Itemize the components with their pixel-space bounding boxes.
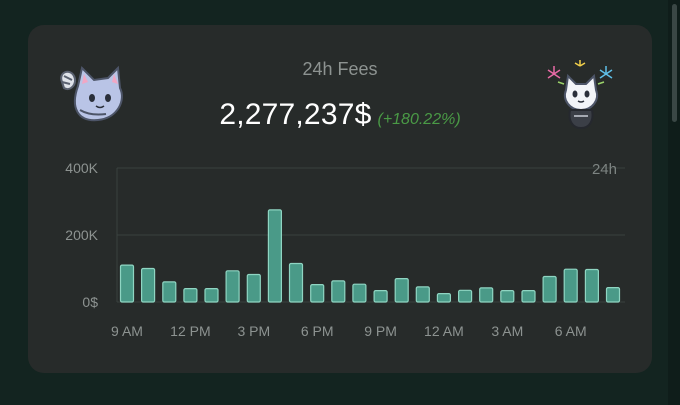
y-tick-labels: 0$ 200K 400K	[65, 160, 98, 310]
bar-mark[interactable]	[373, 290, 388, 303]
bar-mark[interactable]	[584, 268, 600, 303]
x-tick-label: 6 PM	[301, 323, 334, 339]
bar-mark[interactable]	[542, 275, 557, 303]
bar-mark[interactable]	[310, 284, 325, 303]
x-tick-label: 9 AM	[111, 323, 143, 339]
change-percent: (+180.22%)	[377, 111, 461, 128]
fees-card	[28, 25, 652, 373]
bar-mark[interactable]	[162, 281, 177, 303]
cat-mascot-fireworks-icon	[547, 60, 613, 130]
total-row: 2,277,237$ (+180.22%)	[0, 98, 680, 132]
bar-mark[interactable]	[436, 293, 451, 303]
chart-bars	[119, 209, 621, 303]
bar-mark[interactable]	[331, 280, 346, 303]
bar-mark[interactable]	[563, 268, 578, 303]
x-tick-label: 12 AM	[424, 323, 464, 339]
bar-mark[interactable]	[500, 290, 515, 303]
bar-mark[interactable]	[225, 270, 240, 303]
bar-mark[interactable]	[479, 287, 494, 303]
bar-mark[interactable]	[394, 278, 409, 303]
x-tick-labels: 9 AM 12 PM 3 PM 6 PM 9 PM 12 AM 3 AM 6 AM	[111, 323, 587, 339]
bar-mark[interactable]	[521, 290, 536, 303]
y-tick-label: 0$	[82, 294, 98, 310]
scrollbar[interactable]	[668, 0, 680, 405]
scrollbar-thumb[interactable]	[672, 4, 677, 122]
y-tick-label: 200K	[65, 227, 98, 243]
total-fees-value: 2,277,237$	[219, 98, 372, 131]
bar-mark[interactable]	[246, 273, 261, 303]
x-tick-label: 9 PM	[364, 323, 397, 339]
period-label: 24h	[592, 161, 617, 178]
x-tick-label: 12 PM	[170, 323, 210, 339]
bar-mark[interactable]	[141, 267, 156, 303]
bar-mark[interactable]	[119, 264, 135, 303]
bar-mark[interactable]	[267, 209, 282, 303]
bar-mark[interactable]	[288, 262, 304, 303]
card-title: 24h Fees	[302, 59, 378, 79]
x-tick-label: 3 AM	[491, 323, 523, 339]
chart-gridlines	[117, 167, 625, 303]
x-tick-label: 3 PM	[237, 323, 270, 339]
y-tick-label: 400K	[65, 160, 98, 176]
cat-mascot-icon	[60, 65, 123, 122]
bar-mark[interactable]	[204, 288, 219, 303]
bar-mark[interactable]	[415, 286, 430, 303]
bar-mark[interactable]	[458, 289, 473, 303]
bar-mark[interactable]	[352, 283, 367, 303]
bar-mark[interactable]	[183, 288, 198, 303]
bar-mark[interactable]	[605, 287, 621, 303]
x-tick-label: 6 AM	[555, 323, 587, 339]
